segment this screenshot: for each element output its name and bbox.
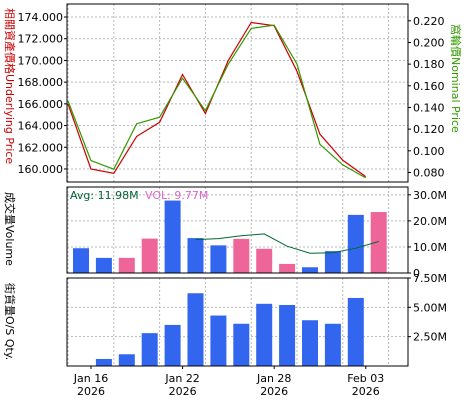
- y-tick-label: 166.000: [18, 98, 64, 111]
- volume-bar: [279, 263, 296, 273]
- outstanding-qty-bar: [256, 303, 273, 366]
- volume-current-legend: VOL: 9.77M: [145, 189, 208, 202]
- x-tick-label-date: Jan 22: [164, 372, 199, 385]
- volume-bar: [233, 238, 250, 273]
- y2-tick-label: 0.180: [413, 58, 445, 71]
- volume-bar: [73, 248, 89, 273]
- outstanding-qty-bar: [95, 358, 112, 366]
- y-tick-label: 168.000: [18, 76, 64, 89]
- nominal-price-axis-label: 窩輪價Nominal Price: [449, 24, 463, 133]
- volume-bar: [324, 251, 341, 273]
- qty-axis-label: 街貨量O/S Qty.: [3, 283, 17, 360]
- volume-bar: [118, 257, 135, 273]
- outstanding-qty-bar: [187, 293, 204, 366]
- x-tick-label-date: Jan 28: [256, 372, 291, 385]
- volume-tick-label: 0: [413, 267, 420, 280]
- volume-average-legend: Avg: 11.98M: [70, 189, 139, 202]
- y-tick-label: 172.000: [18, 33, 64, 46]
- y-tick-label: 174.000: [18, 11, 64, 24]
- qty-tick-label: 7.50M: [413, 272, 447, 285]
- volume-tick-label: 30.0M: [413, 189, 447, 202]
- y-tick-label: 160.000: [18, 163, 64, 176]
- y-tick-label: 170.000: [18, 54, 64, 67]
- outstanding-qty-bar: [233, 323, 250, 366]
- outstanding-qty-bar: [210, 315, 227, 366]
- x-tick-label-year: 2026: [169, 385, 197, 398]
- outstanding-qty-bar: [118, 354, 135, 366]
- volume-bar: [302, 267, 318, 273]
- y2-tick-label: 0.100: [413, 145, 445, 158]
- y2-tick-label: 0.120: [413, 123, 445, 136]
- outstanding-qty-bar: [164, 324, 181, 366]
- volume-average-line: [195, 233, 379, 254]
- x-tick-label-year: 2026: [260, 385, 288, 398]
- outstanding-qty-bar: [324, 323, 341, 366]
- volume-panel-frame: [66, 186, 409, 274]
- volume-bar: [370, 212, 387, 273]
- outstanding-qty-bar: [141, 333, 158, 366]
- volume-bar: [187, 238, 204, 273]
- volume-axis-label: 成交量Volume: [3, 192, 17, 266]
- volume-bar: [347, 214, 364, 273]
- y2-tick-label: 0.140: [413, 101, 445, 114]
- nominal-price-line: [67, 24, 366, 179]
- y-tick-label: 164.000: [18, 120, 64, 133]
- volume-tick-label: 10.0M: [413, 241, 447, 254]
- qty-tick-label: 5.00M: [413, 301, 447, 314]
- x-tick-label-year: 2026: [352, 385, 380, 398]
- underlying-price-line: [67, 21, 367, 178]
- underlying-price-axis-label: 相關資產價格Underlying Price: [3, 8, 17, 164]
- y2-tick-label: 0.160: [413, 80, 445, 93]
- y-tick-label: 162.000: [18, 141, 64, 154]
- qty-tick-label: 2.50M: [413, 331, 447, 344]
- y2-tick-label: 0.220: [413, 15, 445, 28]
- x-tick-label-date: Feb 03: [347, 372, 384, 385]
- outstanding-qty-bar: [279, 304, 296, 366]
- qty-panel-frame: [66, 277, 409, 367]
- outstanding-qty-bar: [347, 297, 364, 366]
- x-tick-label-date: Jan 16: [73, 372, 108, 385]
- volume-bar: [95, 257, 112, 273]
- y2-tick-label: 0.200: [413, 36, 445, 49]
- volume-bar: [141, 238, 158, 273]
- outstanding-qty-bar: [302, 320, 318, 366]
- x-tick-label-year: 2026: [77, 385, 105, 398]
- price-panel-frame: [66, 3, 409, 183]
- volume-bar: [164, 200, 181, 273]
- volume-tick-label: 20.0M: [413, 215, 447, 228]
- volume-bar: [210, 245, 227, 273]
- y2-tick-label: 0.080: [413, 166, 445, 179]
- volume-bar: [256, 248, 273, 273]
